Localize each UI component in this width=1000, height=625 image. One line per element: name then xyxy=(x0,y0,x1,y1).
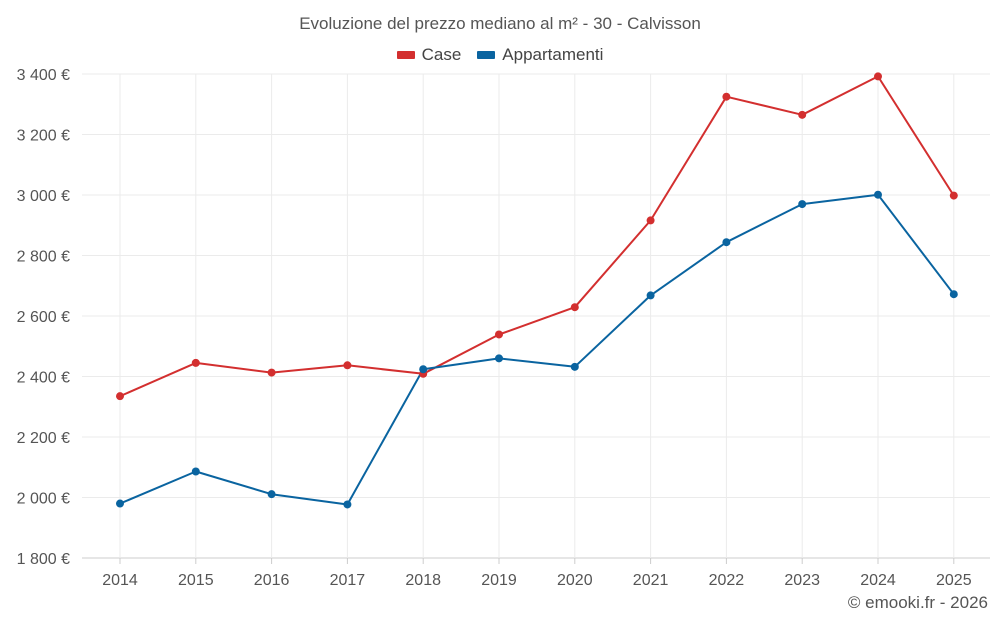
y-tick-label: 3 400 € xyxy=(17,67,70,84)
x-tick-label: 2023 xyxy=(784,572,820,589)
data-point-appartamenti[interactable] xyxy=(495,354,503,363)
copyright-credit: © emooki.fr - 2026 xyxy=(847,593,988,612)
legend-label-case: Case xyxy=(421,45,462,64)
data-point-case[interactable] xyxy=(343,361,352,370)
legend-item-appartamenti[interactable]: Appartamenti xyxy=(477,45,603,65)
x-tick-label: 2016 xyxy=(254,572,290,589)
y-tick-label: 3 200 € xyxy=(17,128,70,145)
y-tick-label: 2 800 € xyxy=(17,249,70,266)
data-point-case[interactable] xyxy=(570,303,579,312)
x-tick-label: 2018 xyxy=(405,572,441,589)
data-point-appartamenti[interactable] xyxy=(722,238,731,247)
y-tick-label: 2 400 € xyxy=(17,370,70,387)
x-tick-label: 2024 xyxy=(860,572,896,589)
grid xyxy=(82,73,990,564)
data-point-appartamenti[interactable] xyxy=(419,365,428,374)
data-point-case[interactable] xyxy=(116,392,124,401)
x-tick-label: 2021 xyxy=(633,572,669,589)
x-tick-label: 2017 xyxy=(330,572,366,589)
x-tick-label: 2022 xyxy=(709,572,745,589)
legend-swatch-appartamenti xyxy=(477,51,496,59)
data-point-appartamenti[interactable] xyxy=(116,499,124,508)
y-tick-label: 1 800 € xyxy=(17,551,70,568)
legend-item-case[interactable]: Case xyxy=(396,45,462,65)
legend-swatch-case xyxy=(396,51,415,59)
x-axis-ticks: 2014 2015 2016 2017 2018 2019 2020 2021 2022 2023… xyxy=(102,572,971,589)
series-line-appartamenti xyxy=(119,193,955,506)
legend: Case Appartamenti xyxy=(0,45,1000,65)
y-axis-ticks: 1 800 € 2 000 € 2 200 € 2 400 € 2 600 € 2 800… xyxy=(17,67,70,568)
x-tick-label: 2014 xyxy=(102,572,138,589)
chart-title: Evoluzione del prezzo mediano al m² - 30… xyxy=(299,14,701,33)
series-line-case xyxy=(119,75,955,398)
data-point-case[interactable] xyxy=(874,72,882,81)
data-point-case[interactable] xyxy=(267,368,276,377)
x-tick-label: 2019 xyxy=(481,572,517,589)
x-tick-label: 2025 xyxy=(936,572,972,589)
data-point-case[interactable] xyxy=(495,330,503,339)
y-tick-label: 2 600 € xyxy=(17,309,70,326)
legend-label-appartamenti: Appartamenti xyxy=(502,45,604,64)
data-point-case[interactable] xyxy=(191,358,200,367)
y-tick-label: 2 200 € xyxy=(17,430,70,447)
y-tick-label: 3 000 € xyxy=(17,188,70,205)
series-lines xyxy=(119,75,955,506)
data-point-appartamenti[interactable] xyxy=(949,290,958,299)
data-point-appartamenti[interactable] xyxy=(646,291,655,300)
data-point-appartamenti[interactable] xyxy=(570,362,579,371)
data-point-appartamenti[interactable] xyxy=(874,190,882,199)
data-point-case[interactable] xyxy=(646,216,655,225)
x-tick-label: 2015 xyxy=(178,572,214,589)
data-point-appartamenti[interactable] xyxy=(798,200,807,209)
data-point-case[interactable] xyxy=(722,92,731,101)
x-tick-label: 2020 xyxy=(557,572,593,589)
data-point-appartamenti[interactable] xyxy=(267,490,276,499)
y-tick-label: 2 000 € xyxy=(17,491,70,508)
data-point-case[interactable] xyxy=(798,110,807,119)
data-point-case[interactable] xyxy=(949,191,958,200)
data-point-appartamenti[interactable] xyxy=(191,467,200,476)
series-points xyxy=(116,72,958,509)
data-point-appartamenti[interactable] xyxy=(343,500,352,509)
